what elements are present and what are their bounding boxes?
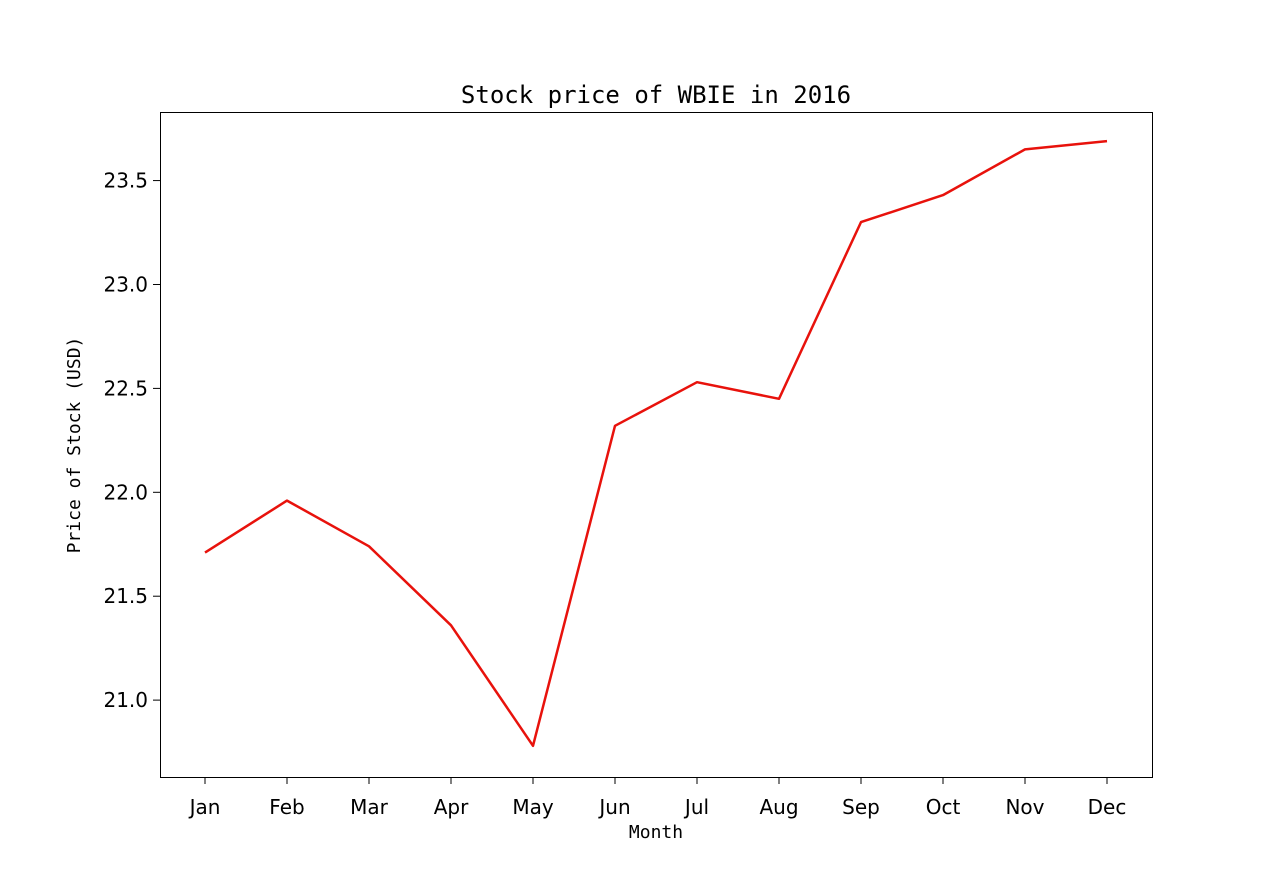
- y-tick-label: 23.0: [103, 272, 148, 296]
- y-tick-label: 22.0: [103, 480, 148, 504]
- price-series-line: [204, 139, 1108, 748]
- plot-frame: [160, 112, 1153, 778]
- x-tick-label: May: [512, 795, 554, 819]
- x-tick-label: Jun: [597, 795, 630, 819]
- y-tick-label: 21.5: [103, 584, 148, 608]
- y-axis-ticks: 21.0 21.5 22.0 22.5 23.0 23.5: [103, 169, 160, 712]
- x-tick-label: Nov: [1005, 795, 1044, 819]
- x-tick-label: Aug: [759, 795, 798, 819]
- x-axis-label: Month: [629, 822, 683, 843]
- y-tick-label: 21.0: [103, 688, 148, 712]
- x-tick-label: Dec: [1088, 795, 1127, 819]
- x-tick-label: Feb: [269, 795, 304, 819]
- y-tick-label: 22.5: [103, 376, 148, 400]
- chart-title: Stock price of WBIE in 2016: [461, 81, 851, 109]
- x-tick-label: Apr: [434, 795, 469, 819]
- y-axis-label: Price of Stock (USD): [64, 337, 85, 554]
- y-tick-label: 23.5: [103, 169, 148, 193]
- x-tick-label: Jan: [188, 795, 221, 819]
- x-tick-label: Oct: [926, 795, 961, 819]
- x-tick-label: Mar: [350, 795, 389, 819]
- x-tick-label: Sep: [842, 795, 880, 819]
- x-tick-label: Jul: [683, 795, 709, 819]
- x-axis-ticks: Jan Feb Mar Apr May Jun Jul Aug Sep Oct Nov Dec: [188, 777, 1127, 819]
